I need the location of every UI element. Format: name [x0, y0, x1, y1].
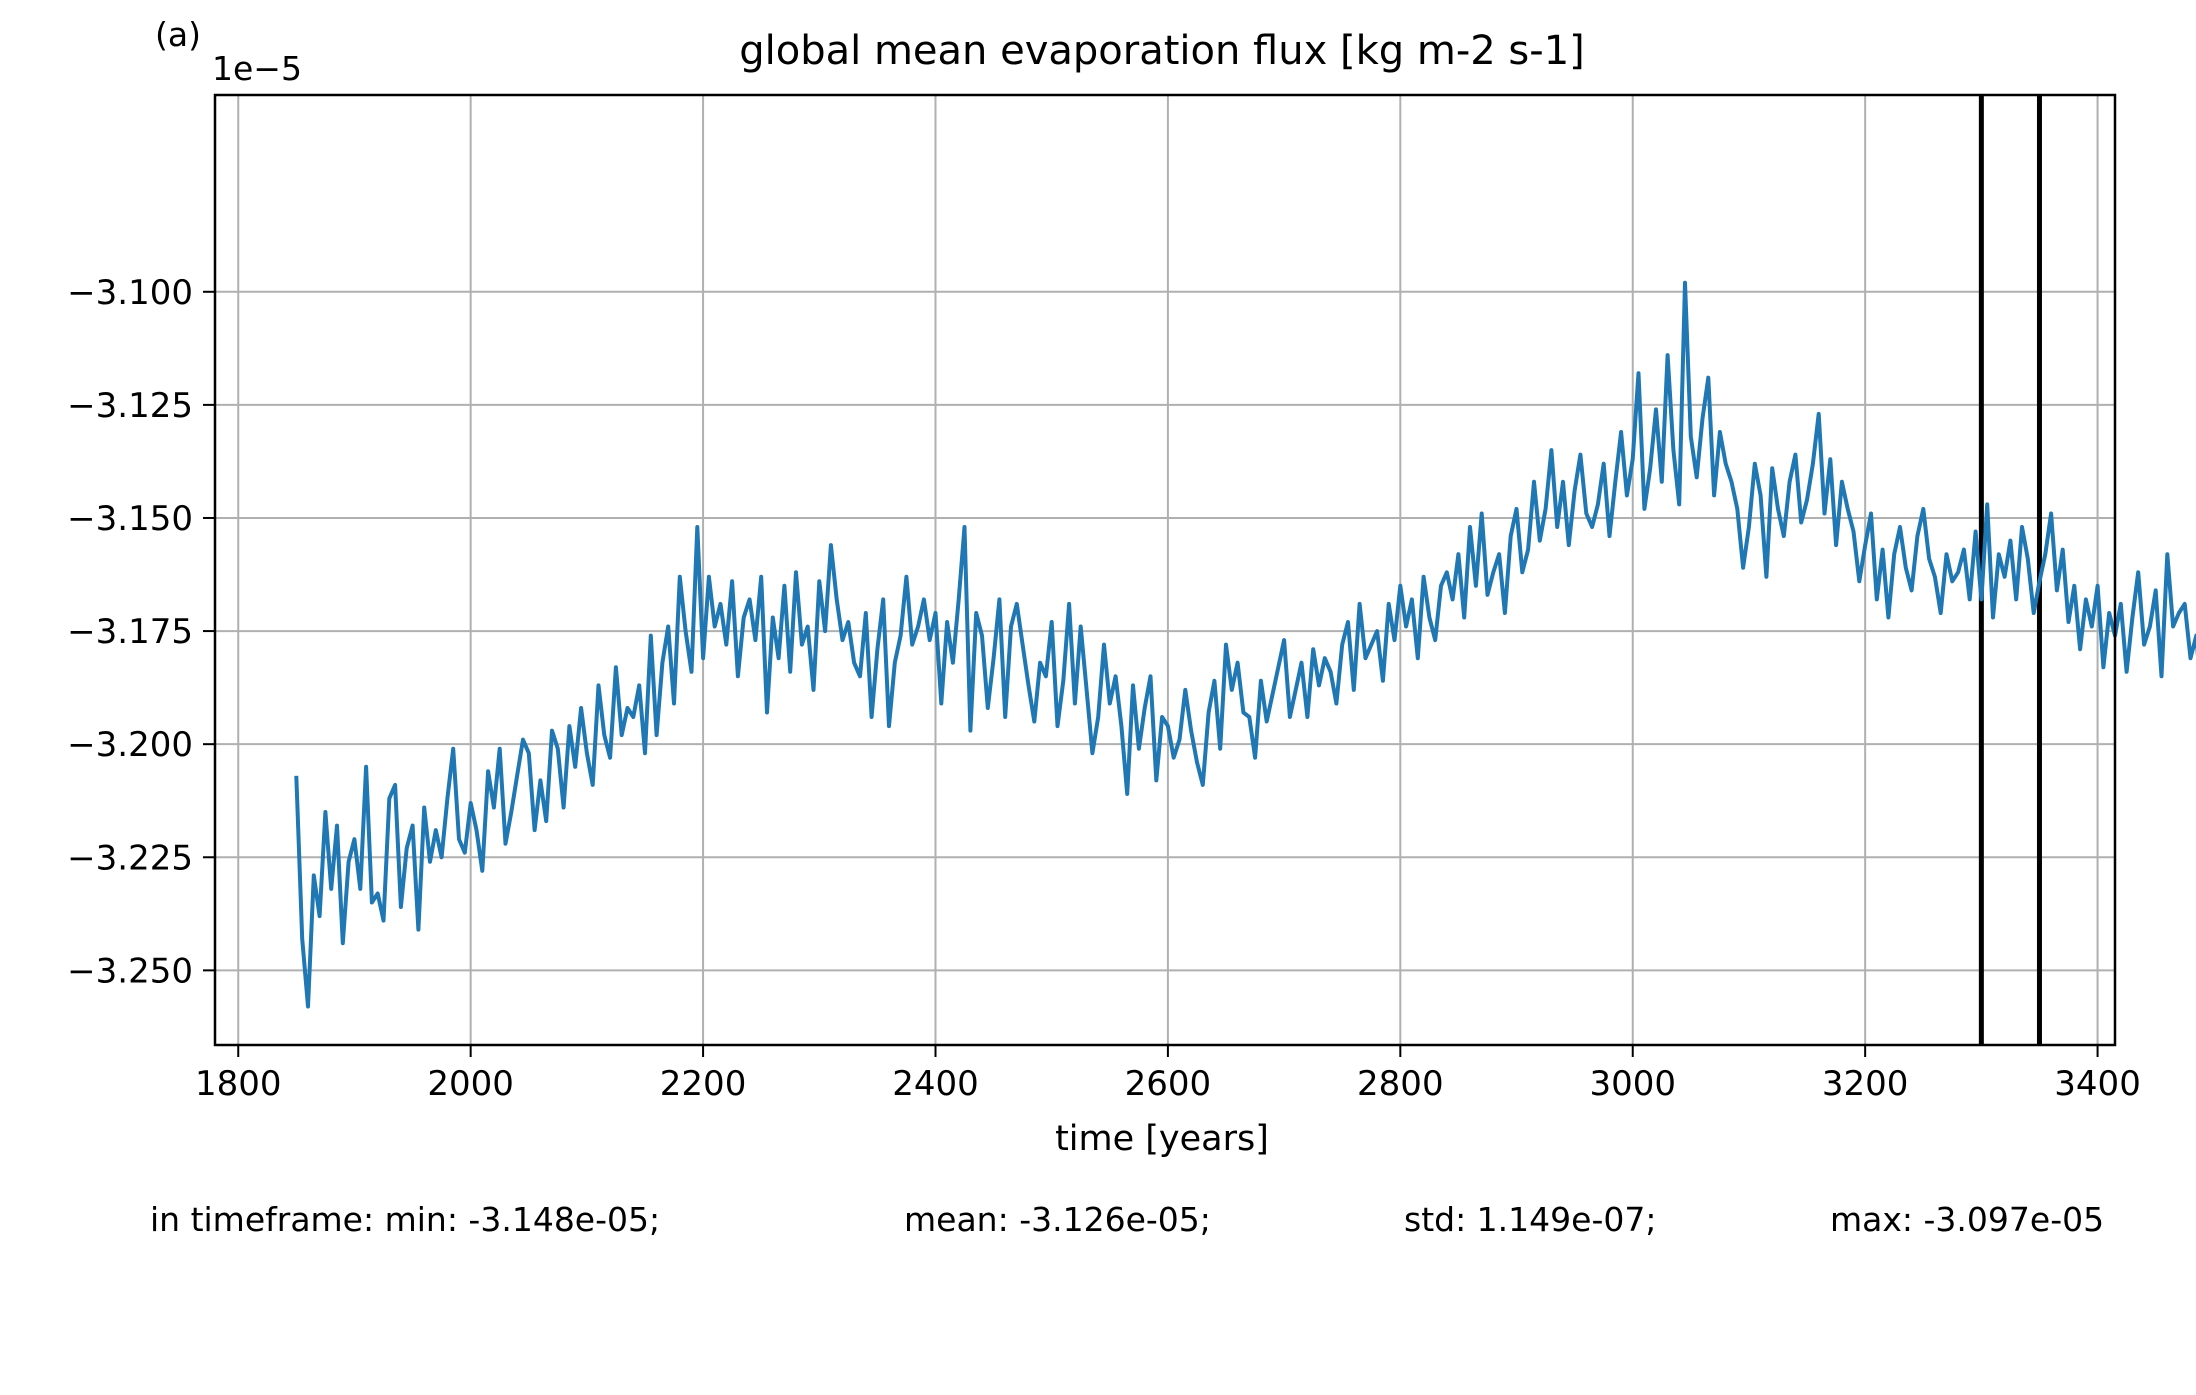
chart-figure: (a) 1e−5 global mean evaporation flux [k… [67, 15, 2196, 1159]
x-tick-label: 2800 [1357, 1064, 1444, 1104]
y-tick-label: −3.200 [67, 725, 193, 765]
y-axis: −3.250 −3.225 −3.200 −3.175 −3.150 −3.125 −3.1… [67, 273, 215, 991]
x-tick-label: 3000 [1589, 1064, 1676, 1104]
chart-title: global mean evaporation flux [kg m-2 s-1… [739, 28, 1585, 74]
x-tick-label: 3400 [2054, 1064, 2141, 1104]
x-tick-label: 1800 [195, 1064, 282, 1104]
series-line [294, 280, 2196, 1009]
grid [215, 95, 2115, 1045]
x-tick-label: 2600 [1125, 1064, 1212, 1104]
y-tick-label: −3.150 [67, 499, 193, 539]
x-axis-label: time [years] [1055, 1119, 1269, 1159]
y-tick-label: −3.250 [67, 951, 193, 991]
x-tick-label: 3200 [1822, 1064, 1909, 1104]
x-tick-label: 2400 [892, 1064, 979, 1104]
panel-label: (a) [155, 15, 201, 54]
y-tick-label: −3.125 [67, 386, 193, 426]
x-axis: 1800 2000 2200 2400 2600 2800 3000 3200 3400 [195, 1045, 2141, 1104]
y-tick-label: −3.175 [67, 612, 193, 652]
x-tick-label: 2200 [660, 1064, 747, 1104]
stats-mean: mean: -3.126e-05; [904, 1200, 1211, 1239]
stats-std: std: 1.149e-07; [1404, 1200, 1657, 1239]
y-offset-label: 1e−5 [212, 49, 302, 88]
plot-frame [213, 93, 2117, 1047]
stats-summary: in timeframe: min: -3.148e-05; mean: -3.… [150, 1200, 2196, 1260]
y-tick-label: −3.100 [67, 273, 193, 313]
stats-max: max: -3.097e-05 [1830, 1200, 2105, 1239]
y-tick-label: −3.225 [67, 838, 193, 878]
stats-min: in timeframe: min: -3.148e-05; [150, 1200, 661, 1239]
x-tick-label: 2000 [427, 1064, 514, 1104]
